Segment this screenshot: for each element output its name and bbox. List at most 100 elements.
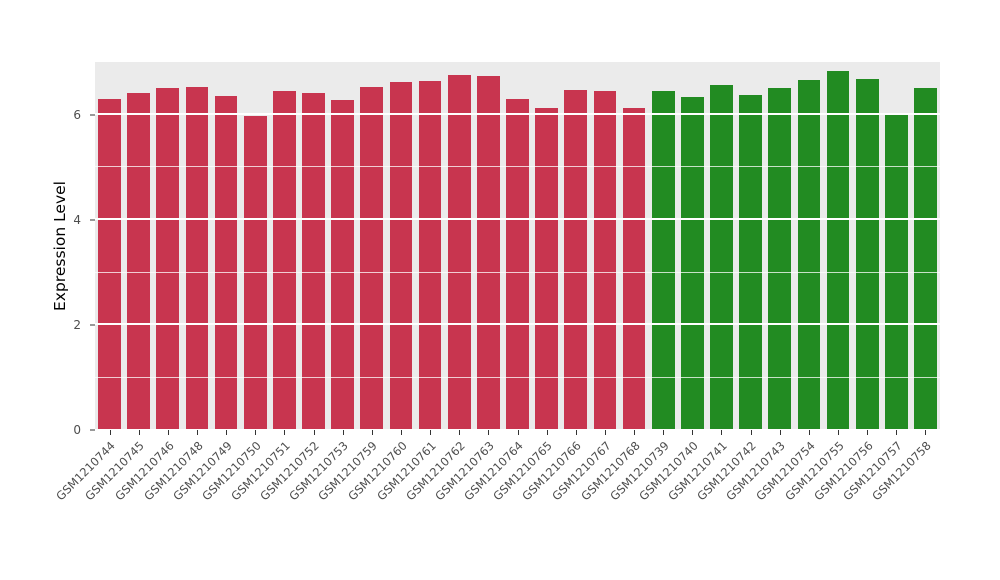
x-tick-mark-GSM1210754 <box>808 430 810 435</box>
bar-GSM1210763 <box>477 76 500 430</box>
x-tick-mark-GSM1210758 <box>925 430 927 435</box>
bar-GSM1210740 <box>681 97 704 430</box>
x-tick-mark-GSM1210751 <box>284 430 286 435</box>
bar-GSM1210743 <box>768 88 792 430</box>
bar-slot <box>678 62 707 430</box>
gridline-y-4 <box>95 218 940 220</box>
gridline-y-3 <box>95 271 940 273</box>
x-tick-mark-GSM1210760 <box>400 430 402 435</box>
y-tick-mark-0 <box>90 429 95 431</box>
x-tick-mark-GSM1210755 <box>838 430 840 435</box>
bar-GSM1210764 <box>506 98 529 430</box>
x-tick-mark-GSM1210762 <box>459 430 461 435</box>
gridline-y-5 <box>95 166 940 168</box>
bar-slot <box>911 62 940 430</box>
bar-slot <box>212 62 241 430</box>
x-tick-mark-GSM1210752 <box>313 430 315 435</box>
bar-GSM1210750 <box>243 115 267 430</box>
x-axis: GSM1210744 GSM1210745 GSM1210746 GSM1210748… <box>53 430 940 560</box>
x-tick-mark-GSM1210768 <box>634 430 636 435</box>
bar-slot <box>357 62 386 430</box>
x-tick-mark-GSM1210753 <box>342 430 344 435</box>
gridline-y-6 <box>95 113 940 115</box>
x-tick-mark-GSM1210743 <box>779 430 781 435</box>
y-tick-label-6: 6 <box>73 107 81 122</box>
bar-slot <box>765 62 794 430</box>
bar-GSM1210751 <box>273 90 296 430</box>
bar-slot <box>561 62 590 430</box>
y-tick-label-0: 0 <box>73 423 81 437</box>
y-tick-label-2: 2 <box>73 317 81 332</box>
x-tick-mark-GSM1210750 <box>255 430 257 435</box>
bar-slot <box>824 62 853 430</box>
bar-GSM1210742 <box>739 94 763 430</box>
bar-slot <box>474 62 503 430</box>
x-tick-mark-GSM1210741 <box>721 430 723 435</box>
x-tick-mark-GSM1210749 <box>226 430 228 435</box>
bar-slot <box>590 62 619 430</box>
bar-slot <box>853 62 882 430</box>
bar-GSM1210752 <box>302 92 325 430</box>
bar-GSM1210754 <box>797 80 821 430</box>
bar-GSM1210753 <box>331 100 355 430</box>
y-axis: 0 2 4 6 <box>0 62 95 436</box>
x-tick-mark-GSM1210766 <box>575 430 577 435</box>
bar-slot <box>707 62 736 430</box>
bar-GSM1210760 <box>389 81 413 430</box>
bar-slot <box>620 62 649 430</box>
bar-slot <box>649 62 678 430</box>
bar-GSM1210765 <box>535 108 559 430</box>
y-tick-label-4: 4 <box>73 212 81 227</box>
y-tick-mark-6 <box>90 114 95 116</box>
bar-GSM1210745 <box>127 92 151 430</box>
bar-slot <box>124 62 153 430</box>
bar-GSM1210762 <box>447 74 471 430</box>
x-tick-mark-GSM1210742 <box>750 430 752 435</box>
x-tick-mark-GSM1210748 <box>196 430 198 435</box>
x-tick-mark-GSM1210739 <box>663 430 665 435</box>
bar-GSM1210755 <box>826 70 850 430</box>
bar-GSM1210761 <box>418 81 442 430</box>
x-tick-mark-GSM1210763 <box>488 430 490 435</box>
bar-slot <box>328 62 357 430</box>
bar-slot <box>95 62 124 430</box>
gridline-y-2 <box>95 323 940 325</box>
bar-GSM1210746 <box>156 88 180 430</box>
x-tick-mark-GSM1210746 <box>167 430 169 435</box>
bar-GSM1210748 <box>185 86 209 430</box>
bar-GSM1210739 <box>651 90 675 430</box>
bar-GSM1210749 <box>214 96 238 430</box>
bar-slot <box>445 62 474 430</box>
bar-slot <box>882 62 911 430</box>
bar-slot <box>386 62 415 430</box>
gridline-y-1 <box>95 376 940 378</box>
x-tick-mark-GSM1210759 <box>371 430 373 435</box>
x-tick-mark-GSM1210757 <box>896 430 898 435</box>
x-tick-mark-GSM1210745 <box>138 430 140 435</box>
y-tick-mark-2 <box>90 324 95 326</box>
bars <box>95 62 940 430</box>
x-tick-mark-GSM1210756 <box>867 430 869 435</box>
bar-GSM1210759 <box>360 86 384 430</box>
bar-slot <box>182 62 211 430</box>
plot-panel <box>95 62 940 430</box>
bar-slot <box>532 62 561 430</box>
bar-slot <box>794 62 823 430</box>
bar-GSM1210758 <box>914 88 937 430</box>
gridline-y-0 <box>95 428 940 430</box>
bar-GSM1210744 <box>98 98 121 430</box>
y-tick-mark-4 <box>90 219 95 221</box>
bar-slot <box>270 62 299 430</box>
bar-slot <box>736 62 765 430</box>
bar-GSM1210767 <box>593 90 617 430</box>
bar-GSM1210766 <box>564 89 588 430</box>
bar-slot <box>299 62 328 430</box>
x-tick-mark-GSM1210744 <box>109 430 111 435</box>
x-tick-mark-GSM1210761 <box>430 430 432 435</box>
x-tick-mark-GSM1210740 <box>692 430 694 435</box>
x-tick-mark-GSM1210767 <box>604 430 606 435</box>
bar-slot <box>503 62 532 430</box>
x-tick-mark-GSM1210765 <box>546 430 548 435</box>
bar-slot <box>241 62 270 430</box>
